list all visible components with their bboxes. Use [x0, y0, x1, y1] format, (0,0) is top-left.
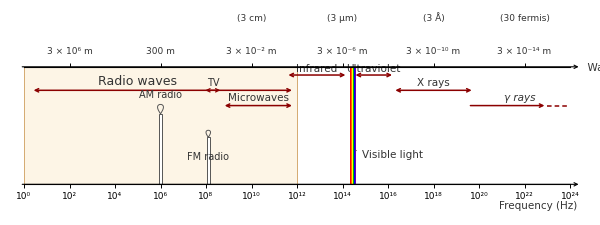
Bar — [354, 68, 355, 184]
Text: Ultraviolet: Ultraviolet — [346, 63, 400, 73]
Bar — [353, 68, 354, 184]
Text: TV: TV — [206, 77, 219, 87]
Text: FM radio: FM radio — [187, 151, 229, 161]
Text: Wavelength: Wavelength — [581, 63, 600, 72]
Text: (3 μm): (3 μm) — [328, 14, 358, 23]
Bar — [24, 68, 297, 184]
Text: γ rays: γ rays — [504, 93, 536, 103]
Text: 3 × 10⁻² m: 3 × 10⁻² m — [226, 47, 277, 56]
Text: 3 × 10⁶ m: 3 × 10⁶ m — [47, 47, 92, 56]
Bar — [159, 114, 162, 184]
Text: Microwaves: Microwaves — [228, 93, 289, 103]
Bar — [207, 138, 209, 184]
Text: 300 m: 300 m — [146, 47, 175, 56]
Text: (3 cm): (3 cm) — [237, 14, 266, 23]
Text: 3 × 10⁻¹⁰ m: 3 × 10⁻¹⁰ m — [406, 47, 461, 56]
Text: Infrared: Infrared — [296, 63, 337, 73]
Text: X rays: X rays — [417, 77, 450, 87]
Text: Radio waves: Radio waves — [98, 74, 177, 87]
Text: 3 × 10⁻¹⁴ m: 3 × 10⁻¹⁴ m — [497, 47, 551, 56]
Text: (3 Å): (3 Å) — [422, 13, 445, 23]
Bar — [350, 68, 352, 184]
Text: AM radio: AM radio — [139, 89, 182, 99]
Text: (30 fermis): (30 fermis) — [500, 14, 550, 23]
Bar — [352, 68, 353, 184]
Text: Visible light: Visible light — [356, 149, 423, 159]
Bar — [355, 68, 356, 184]
Text: 3 × 10⁻⁶ m: 3 × 10⁻⁶ m — [317, 47, 368, 56]
Text: Frequency (Hz): Frequency (Hz) — [499, 200, 577, 210]
